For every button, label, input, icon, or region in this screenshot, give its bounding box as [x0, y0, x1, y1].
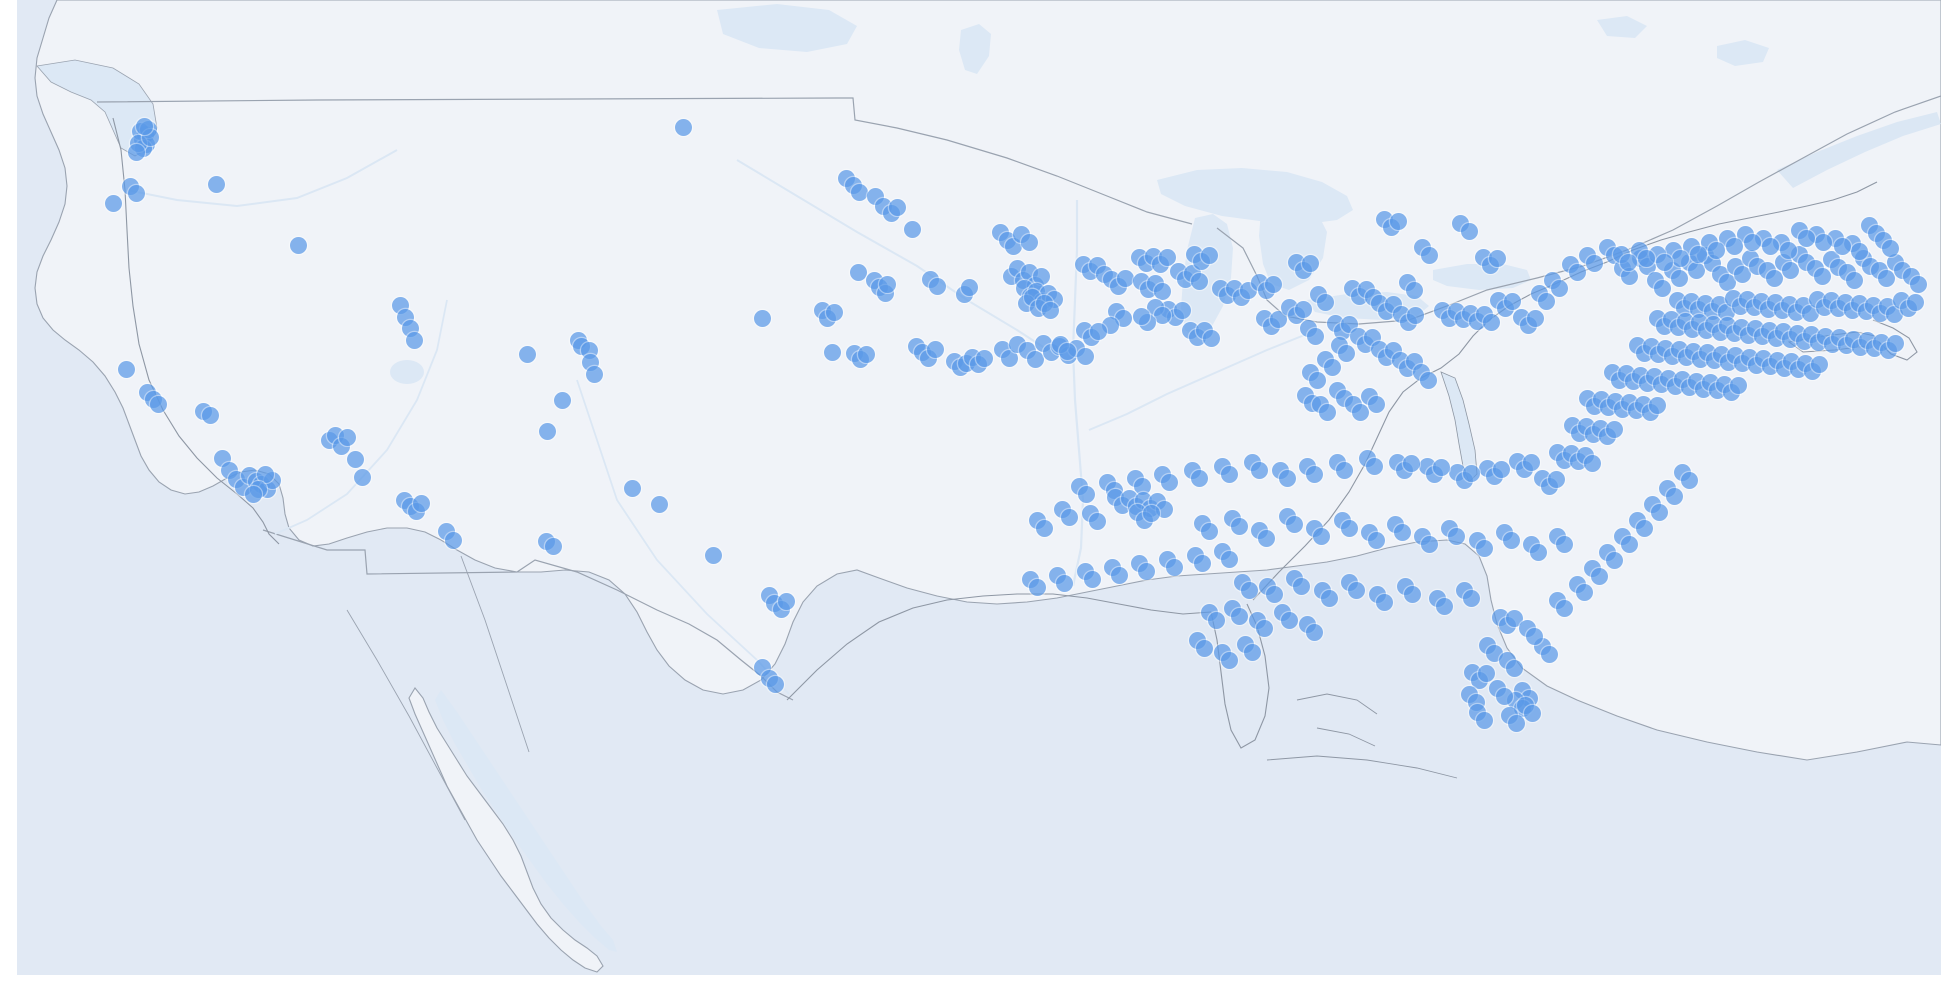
water-st-lawrence-river — [1777, 112, 1941, 188]
border-mexico-internal — [346, 609, 466, 821]
river-columbia — [126, 149, 398, 208]
water-northern-lake — [717, 4, 857, 52]
river-missouri — [736, 159, 1058, 357]
coastline-cuba — [1266, 755, 1458, 779]
water-canada-lakes — [1597, 16, 1769, 66]
land-north-america — [34, 0, 1941, 761]
land-baja-california — [408, 687, 604, 973]
border-mexico-internal-2 — [460, 555, 530, 753]
border-us-canada-east — [1216, 95, 1941, 325]
river-ohio — [1088, 329, 1318, 431]
map-canvas[interactable] — [17, 0, 1941, 975]
coastline-bahamas — [1296, 693, 1378, 747]
border-us-canada-west — [96, 97, 1193, 225]
water-gulf-of-california — [435, 690, 617, 952]
coastline-florida — [1210, 603, 1270, 749]
water-great-salt-lake — [390, 360, 424, 384]
water-lake-winnipeg — [959, 24, 991, 74]
water-lake-ontario — [1433, 264, 1531, 290]
coastline-gulf — [786, 593, 1212, 701]
basemap-svg — [17, 0, 1941, 975]
river-colorado — [274, 299, 448, 535]
